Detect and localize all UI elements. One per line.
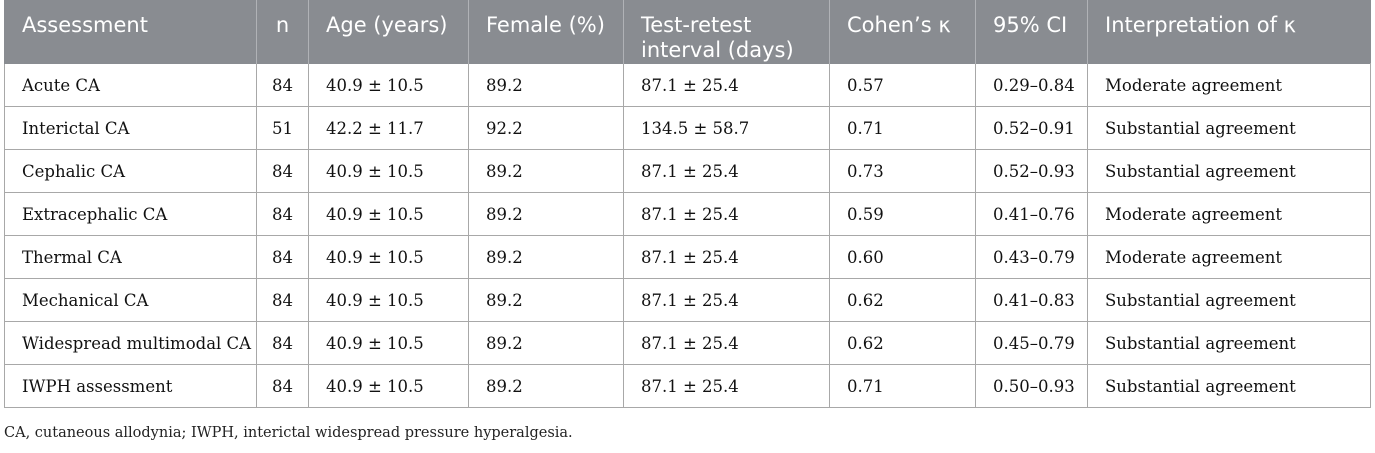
cell-interpretation: Moderate agreement (1087, 192, 1371, 236)
cell-ci: 0.52–0.91 (975, 106, 1088, 150)
cell-assessment: Cephalic CA (4, 149, 257, 193)
cell-assessment: Acute CA (4, 63, 257, 107)
cell-age: 40.9 ± 10.5 (308, 321, 469, 365)
cell-interval: 87.1 ± 25.4 (623, 235, 830, 279)
cell-kappa: 0.71 (829, 364, 976, 408)
cell-interpretation: Substantial agreement (1087, 149, 1371, 193)
cell-interpretation: Substantial agreement (1087, 106, 1371, 150)
cell-age: 42.2 ± 11.7 (308, 106, 469, 150)
header-female: Female (%) (468, 0, 624, 64)
cell-assessment: Interictal CA (4, 106, 257, 150)
cell-female: 89.2 (468, 63, 624, 107)
cell-ci: 0.45–0.79 (975, 321, 1088, 365)
table-row: IWPH assessment 84 40.9 ± 10.5 89.2 87.1… (4, 364, 1371, 408)
cell-ci: 0.50–0.93 (975, 364, 1088, 408)
cell-female: 92.2 (468, 106, 624, 150)
cell-n: 84 (256, 63, 309, 107)
table-body: Acute CA 84 40.9 ± 10.5 89.2 87.1 ± 25.4… (4, 63, 1371, 408)
table-row: Thermal CA 84 40.9 ± 10.5 89.2 87.1 ± 25… (4, 235, 1371, 279)
cell-kappa: 0.60 (829, 235, 976, 279)
cell-interval: 87.1 ± 25.4 (623, 321, 830, 365)
header-ci: 95% CI (975, 0, 1088, 64)
cell-kappa: 0.73 (829, 149, 976, 193)
cell-n: 84 (256, 192, 309, 236)
table-row: Cephalic CA 84 40.9 ± 10.5 89.2 87.1 ± 2… (4, 149, 1371, 193)
cell-interval: 134.5 ± 58.7 (623, 106, 830, 150)
cell-female: 89.2 (468, 321, 624, 365)
header-n: n (256, 0, 309, 64)
cell-age: 40.9 ± 10.5 (308, 192, 469, 236)
cell-interpretation: Substantial agreement (1087, 364, 1371, 408)
cell-age: 40.9 ± 10.5 (308, 278, 469, 322)
cell-n: 84 (256, 278, 309, 322)
header-assessment: Assessment (4, 0, 257, 64)
cell-n: 84 (256, 235, 309, 279)
header-row: Assessment n Age (years) Female (%) Test… (4, 0, 1371, 64)
cell-n: 84 (256, 321, 309, 365)
cell-interpretation: Substantial agreement (1087, 278, 1371, 322)
header-interval: Test-retest interval (days) (623, 0, 830, 64)
header-interpretation: Interpretation of κ (1087, 0, 1371, 64)
cell-age: 40.9 ± 10.5 (308, 364, 469, 408)
cell-assessment: IWPH assessment (4, 364, 257, 408)
cell-kappa: 0.57 (829, 63, 976, 107)
cell-interval: 87.1 ± 25.4 (623, 278, 830, 322)
cell-assessment: Thermal CA (4, 235, 257, 279)
cell-kappa: 0.59 (829, 192, 976, 236)
table-row: Acute CA 84 40.9 ± 10.5 89.2 87.1 ± 25.4… (4, 63, 1371, 107)
header-kappa: Cohen’s κ (829, 0, 976, 64)
cell-interval: 87.1 ± 25.4 (623, 192, 830, 236)
cell-ci: 0.52–0.93 (975, 149, 1088, 193)
cell-n: 51 (256, 106, 309, 150)
cell-interval: 87.1 ± 25.4 (623, 364, 830, 408)
table-row: Extracephalic CA 84 40.9 ± 10.5 89.2 87.… (4, 192, 1371, 236)
cell-female: 89.2 (468, 192, 624, 236)
cell-assessment: Extracephalic CA (4, 192, 257, 236)
table-header: Assessment n Age (years) Female (%) Test… (4, 0, 1371, 64)
cell-female: 89.2 (468, 278, 624, 322)
cell-n: 84 (256, 364, 309, 408)
cell-kappa: 0.62 (829, 278, 976, 322)
cell-ci: 0.41–0.76 (975, 192, 1088, 236)
cell-interval: 87.1 ± 25.4 (623, 63, 830, 107)
cell-age: 40.9 ± 10.5 (308, 149, 469, 193)
header-age: Age (years) (308, 0, 469, 64)
cell-female: 89.2 (468, 364, 624, 408)
cell-assessment: Widespread multimodal CA (4, 321, 257, 365)
cell-kappa: 0.62 (829, 321, 976, 365)
cell-female: 89.2 (468, 149, 624, 193)
cell-n: 84 (256, 149, 309, 193)
cell-age: 40.9 ± 10.5 (308, 235, 469, 279)
table-container: Assessment n Age (years) Female (%) Test… (4, 0, 1371, 408)
reliability-table: Assessment n Age (years) Female (%) Test… (4, 0, 1371, 408)
cell-ci: 0.41–0.83 (975, 278, 1088, 322)
cell-interpretation: Moderate agreement (1087, 63, 1371, 107)
cell-ci: 0.43–0.79 (975, 235, 1088, 279)
table-row: Widespread multimodal CA 84 40.9 ± 10.5 … (4, 321, 1371, 365)
table-footnote: CA, cutaneous allodynia; IWPH, intericta… (4, 425, 573, 441)
cell-kappa: 0.71 (829, 106, 976, 150)
table-row: Mechanical CA 84 40.9 ± 10.5 89.2 87.1 ±… (4, 278, 1371, 322)
cell-female: 89.2 (468, 235, 624, 279)
table-row: Interictal CA 51 42.2 ± 11.7 92.2 134.5 … (4, 106, 1371, 150)
cell-interpretation: Substantial agreement (1087, 321, 1371, 365)
cell-interval: 87.1 ± 25.4 (623, 149, 830, 193)
cell-assessment: Mechanical CA (4, 278, 257, 322)
cell-age: 40.9 ± 10.5 (308, 63, 469, 107)
cell-interpretation: Moderate agreement (1087, 235, 1371, 279)
cell-ci: 0.29–0.84 (975, 63, 1088, 107)
